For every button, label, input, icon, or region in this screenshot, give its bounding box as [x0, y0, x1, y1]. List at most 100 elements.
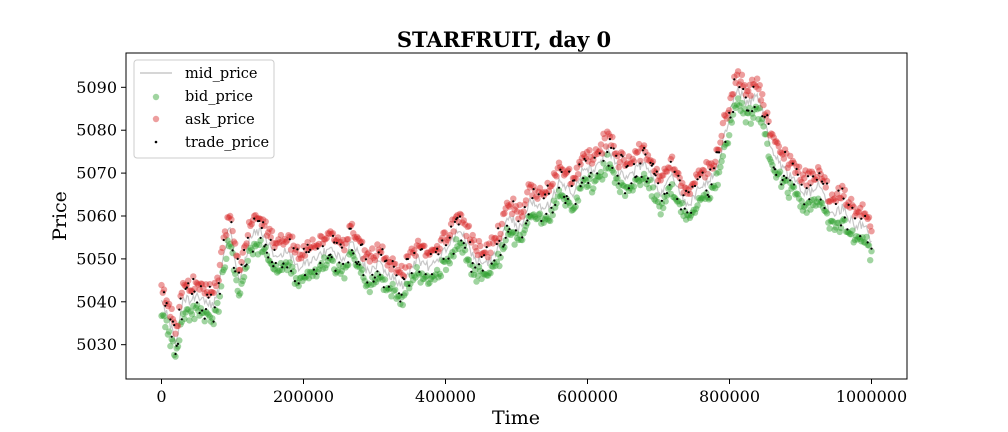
ask-price-point: [515, 215, 522, 222]
bid-price-point: [656, 203, 663, 210]
ask-price-point: [248, 220, 255, 228]
bid-price-point: [732, 104, 739, 112]
bid-price-point: [183, 306, 191, 313]
trade-price-point: [173, 324, 176, 327]
trade-price-point: [296, 248, 299, 251]
ask-price-point: [825, 198, 832, 205]
ask-price-point: [627, 160, 634, 167]
trade-price-point: [635, 175, 638, 178]
bid-price-point: [799, 207, 807, 214]
ask-price-point: [306, 244, 314, 251]
ask-price-point: [234, 253, 241, 260]
trade-price-point: [608, 138, 612, 141]
ask-price-point: [534, 195, 541, 202]
bid-price-point: [754, 106, 761, 113]
bid-price-point: [239, 277, 246, 284]
bid-price-point: [379, 276, 386, 283]
trade-price-point: [190, 292, 194, 295]
bid-price-point: [734, 95, 742, 102]
ask-price-point: [214, 274, 221, 281]
trade-price-point: [462, 242, 465, 245]
ask-price-point: [820, 178, 827, 185]
ask-price-point: [324, 230, 332, 237]
bid-price-point: [369, 274, 376, 281]
ask-price-point: [313, 242, 320, 249]
bid-price-point: [522, 222, 530, 230]
bid-price-point: [827, 217, 835, 225]
trade-price-point: [679, 208, 683, 211]
ask-price-point: [202, 281, 210, 288]
bid-price-point: [205, 311, 212, 318]
trade-price-point: [373, 276, 376, 279]
ask-price-point: [192, 279, 199, 286]
trade-price-point: [563, 195, 566, 198]
trade-price-point: [654, 174, 657, 177]
trade-price-point: [418, 270, 421, 273]
ask-price-point: [867, 223, 874, 230]
trade-price-point: [338, 261, 341, 264]
bid-price-point: [698, 195, 705, 202]
bid-price-point: [259, 248, 267, 255]
ask-price-point: [366, 258, 373, 265]
bid-price-point: [292, 275, 300, 282]
bid-price-point: [411, 272, 418, 279]
bid-price-point: [284, 266, 291, 274]
bid-price-point: [530, 211, 537, 218]
bid-price-point: [402, 290, 409, 297]
ask-price-point: [483, 241, 490, 248]
bid-price-point: [238, 280, 245, 287]
bid-price-point: [214, 299, 221, 307]
ask-price-point: [625, 153, 633, 160]
trade-price-point: [401, 276, 404, 279]
ask-price-point: [760, 101, 767, 109]
ask-price-point: [224, 214, 231, 221]
trade-price-point: [706, 193, 709, 196]
trade-price-point: [356, 262, 359, 265]
trade-price-point: [244, 265, 247, 268]
trade-price-point: [763, 115, 766, 118]
ask-price-point: [276, 239, 283, 246]
bid-price-point: [220, 266, 227, 273]
ask-price-point: [724, 109, 732, 117]
ask-price-point: [738, 71, 746, 79]
trade-price-point: [617, 182, 620, 185]
bid-price-point: [755, 116, 762, 123]
trade-price-point: [766, 114, 769, 117]
trade-price-point: [742, 87, 745, 91]
bid-price-point: [856, 235, 864, 242]
bid-price-point: [700, 192, 707, 199]
ask-price-point: [279, 238, 286, 245]
ask-price-point: [615, 164, 622, 171]
bid-price-point: [328, 256, 335, 263]
bid-price-point: [848, 231, 855, 238]
ask-price-point: [574, 171, 582, 178]
bid-price-point: [728, 119, 735, 126]
bid-price-point: [177, 321, 184, 328]
trade-price-point: [218, 292, 221, 295]
ask-price-point: [600, 130, 607, 137]
trade-price-point: [342, 262, 345, 265]
ask-price-point: [281, 235, 288, 243]
bid-price-point: [188, 311, 196, 318]
trade-price-point: [639, 162, 642, 165]
trade-price-point: [231, 249, 234, 252]
ask-price-point: [510, 195, 517, 202]
ask-price-point: [667, 156, 674, 163]
bid-price-point: [742, 119, 749, 126]
bid-price-point: [521, 226, 528, 234]
bid-price-point: [646, 185, 653, 192]
ask-price-point: [545, 188, 553, 195]
bid-price-point: [611, 179, 619, 186]
ask-price-point: [581, 153, 588, 160]
ask-price-point: [165, 300, 173, 308]
trade-price-point: [321, 245, 324, 248]
ask-price-point: [511, 206, 518, 213]
bid-price-point: [392, 286, 399, 293]
ask-price-point: [345, 236, 352, 243]
bid-price-point: [727, 116, 734, 124]
bid-price-point: [258, 248, 265, 256]
ask-price-point: [747, 92, 754, 99]
ask-price-point: [607, 142, 615, 149]
bid-price-point: [828, 217, 836, 225]
trade-price-point: [851, 206, 854, 209]
